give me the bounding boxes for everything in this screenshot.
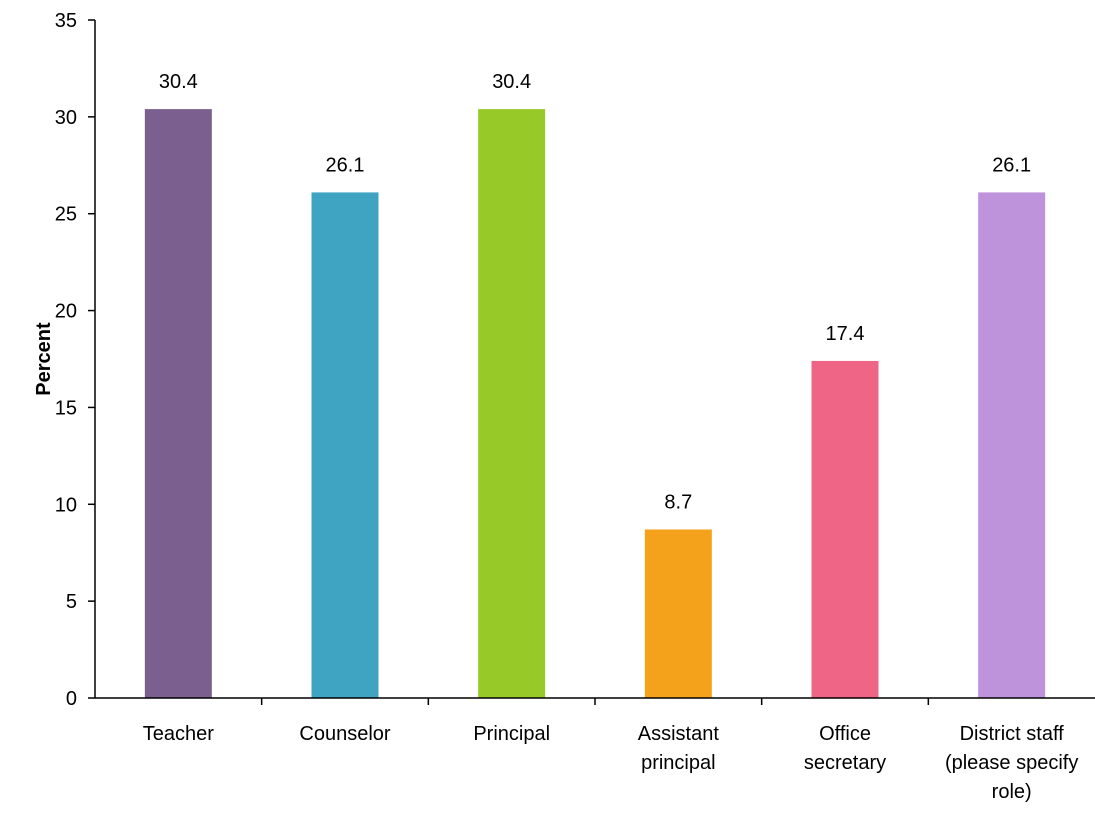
category-label: role)	[992, 781, 1032, 803]
y-tick-label: 35	[55, 10, 77, 32]
y-axis-ticks: 0 5 10 15 20 25 30 35	[55, 10, 95, 710]
category-label: secretary	[804, 752, 886, 774]
bar	[644, 529, 712, 698]
category-label: Assistant	[638, 723, 720, 745]
y-tick-label: 10	[55, 494, 77, 516]
category-label: Principal	[473, 723, 550, 745]
category-label: Teacher	[143, 723, 214, 745]
bar	[144, 109, 212, 698]
y-axis-title-group: Percent	[33, 322, 55, 396]
bar-value-label: 8.7	[664, 491, 692, 513]
category-label: Office	[819, 723, 871, 745]
bar-value-label: 30.4	[159, 71, 198, 93]
bar	[811, 360, 879, 698]
bar-value-label: 26.1	[992, 154, 1031, 176]
data-labels: 30.4 26.1 30.4 8.7 17.4 26.1	[159, 71, 1031, 513]
bar-value-label: 30.4	[492, 71, 531, 93]
y-axis-title: Percent	[33, 322, 55, 396]
y-tick-label: 15	[55, 397, 77, 419]
category-labels: Teacher Counselor Principal Assistant princi…	[143, 723, 1079, 803]
bar	[478, 109, 546, 698]
bar-value-label: 17.4	[826, 323, 865, 345]
y-tick-label: 0	[66, 688, 77, 710]
category-label: principal	[641, 752, 715, 774]
x-axis-ticks	[260, 698, 930, 705]
bar	[311, 192, 379, 699]
category-label: Counselor	[299, 723, 391, 745]
category-label: District staff	[960, 723, 1065, 745]
bar-value-label: 26.1	[326, 154, 365, 176]
y-tick-label: 25	[55, 204, 77, 226]
y-tick-label: 5	[66, 591, 77, 613]
y-tick-label: 30	[55, 107, 77, 129]
bars	[144, 109, 1046, 699]
category-label: (please specify	[945, 752, 1078, 774]
y-tick-label: 20	[55, 301, 77, 323]
bar	[978, 192, 1046, 699]
